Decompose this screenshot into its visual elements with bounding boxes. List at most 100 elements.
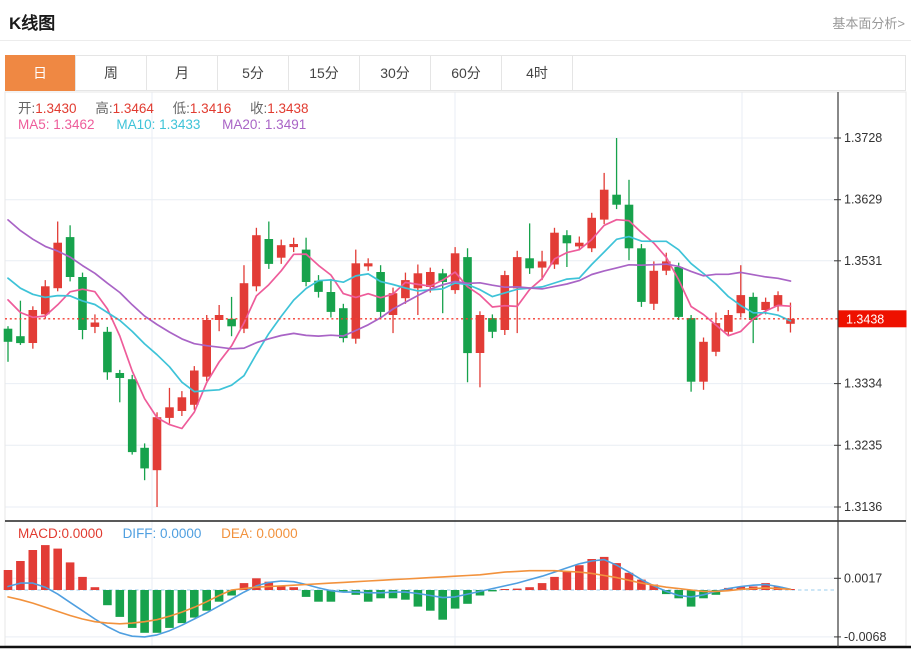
tab-5min[interactable]: 5分 <box>218 56 289 90</box>
macd-bar <box>674 590 683 599</box>
macd-bar <box>550 576 559 590</box>
fundamental-analysis-link[interactable]: 基本面分析> <box>832 16 905 31</box>
candle[interactable] <box>252 227 261 292</box>
candle[interactable] <box>575 236 584 251</box>
ma10-line <box>7 235 792 393</box>
candle[interactable] <box>612 138 621 210</box>
candle[interactable] <box>724 310 733 337</box>
candle[interactable] <box>326 278 336 318</box>
diff-value-legend: DIFF: 0.0000 <box>122 526 202 541</box>
candle[interactable] <box>276 239 286 264</box>
candle[interactable] <box>127 374 137 455</box>
macd-bar <box>562 571 572 590</box>
macd-bar <box>202 590 211 611</box>
macd-bar <box>127 590 137 628</box>
candle[interactable] <box>736 265 746 318</box>
candle[interactable] <box>140 443 149 481</box>
macd-bar <box>649 584 659 590</box>
candle[interactable] <box>314 275 323 298</box>
macd-bar <box>289 587 298 590</box>
candle[interactable] <box>376 265 385 319</box>
candle[interactable] <box>65 225 75 282</box>
diff-line <box>7 558 792 638</box>
macd-bar <box>624 572 634 591</box>
macd-value-legend: MACD:0.0000 <box>18 526 103 541</box>
candle[interactable] <box>699 337 708 390</box>
macd-bar <box>599 556 609 590</box>
ma-legend: MA5: 1.3462 MA10: 1.3433 MA20: 1.3491 <box>18 117 306 132</box>
macd-bar <box>103 590 112 606</box>
candle[interactable] <box>413 264 423 316</box>
macd-bar <box>500 589 510 590</box>
candle[interactable] <box>537 250 547 281</box>
candle[interactable] <box>686 315 696 392</box>
candle[interactable] <box>599 172 609 224</box>
candle[interactable] <box>115 369 125 403</box>
tab-week[interactable]: 周 <box>76 56 147 90</box>
candle[interactable] <box>3 326 13 362</box>
candle[interactable] <box>227 296 236 337</box>
candle[interactable] <box>475 311 485 388</box>
tab-15min[interactable]: 15分 <box>289 56 360 90</box>
macd-bar <box>686 590 696 607</box>
candle[interactable] <box>637 244 646 307</box>
macd-panel <box>3 545 836 633</box>
candle[interactable] <box>438 268 447 314</box>
candle[interactable] <box>202 315 211 382</box>
candle[interactable] <box>748 292 758 344</box>
candle[interactable] <box>587 212 596 253</box>
candle[interactable] <box>711 312 721 357</box>
macd-bar <box>761 583 770 590</box>
candle[interactable] <box>301 237 311 287</box>
macd-bar <box>413 590 423 607</box>
candle[interactable] <box>264 221 274 269</box>
macd-bar <box>475 590 485 596</box>
candle[interactable] <box>488 314 497 339</box>
macd-axis-label: -0.0068 <box>844 630 886 644</box>
candle[interactable] <box>16 300 25 345</box>
candle[interactable] <box>214 305 224 332</box>
tab-day[interactable]: 日 <box>5 55 76 91</box>
ma20-line <box>7 219 792 350</box>
candle[interactable] <box>388 287 398 334</box>
candle[interactable] <box>90 314 100 334</box>
tab-4h[interactable]: 4时 <box>502 56 573 90</box>
macd-bar <box>637 579 646 590</box>
candle[interactable] <box>28 306 38 349</box>
candle[interactable] <box>562 230 572 267</box>
candle[interactable] <box>190 366 199 410</box>
low-value: 1.3416 <box>189 101 232 116</box>
tab-month[interactable]: 月 <box>147 56 218 90</box>
candle[interactable] <box>152 412 162 507</box>
candle[interactable] <box>512 250 522 334</box>
candle[interactable] <box>450 247 460 294</box>
current-price-tag: 1.3438 <box>838 310 907 328</box>
candle[interactable] <box>525 223 534 274</box>
candle[interactable] <box>363 258 373 271</box>
candle[interactable] <box>550 227 559 269</box>
candle[interactable] <box>41 280 50 319</box>
low-label: 低: <box>172 101 190 116</box>
macd-bar <box>140 590 149 633</box>
price-axis: 1.3728 1.3629 1.3531 1.3334 1.3235 1.3136 0.00… <box>834 92 886 647</box>
candle[interactable] <box>463 248 472 383</box>
candle[interactable] <box>649 261 659 310</box>
candle[interactable] <box>165 387 174 424</box>
tab-60min[interactable]: 60分 <box>431 56 502 90</box>
close-value: 1.3438 <box>267 101 309 116</box>
candle[interactable] <box>786 302 795 333</box>
candle[interactable] <box>500 270 510 335</box>
candle[interactable] <box>103 326 112 380</box>
macd-bar <box>78 576 87 590</box>
macd-bar <box>537 583 547 590</box>
macd-bar <box>190 590 199 618</box>
candle[interactable] <box>53 221 62 292</box>
candle[interactable] <box>773 291 783 312</box>
candle[interactable] <box>289 237 298 253</box>
candle[interactable] <box>78 272 87 340</box>
candle[interactable] <box>674 262 683 320</box>
candle[interactable] <box>177 391 187 416</box>
tab-30min[interactable]: 30分 <box>360 56 431 90</box>
